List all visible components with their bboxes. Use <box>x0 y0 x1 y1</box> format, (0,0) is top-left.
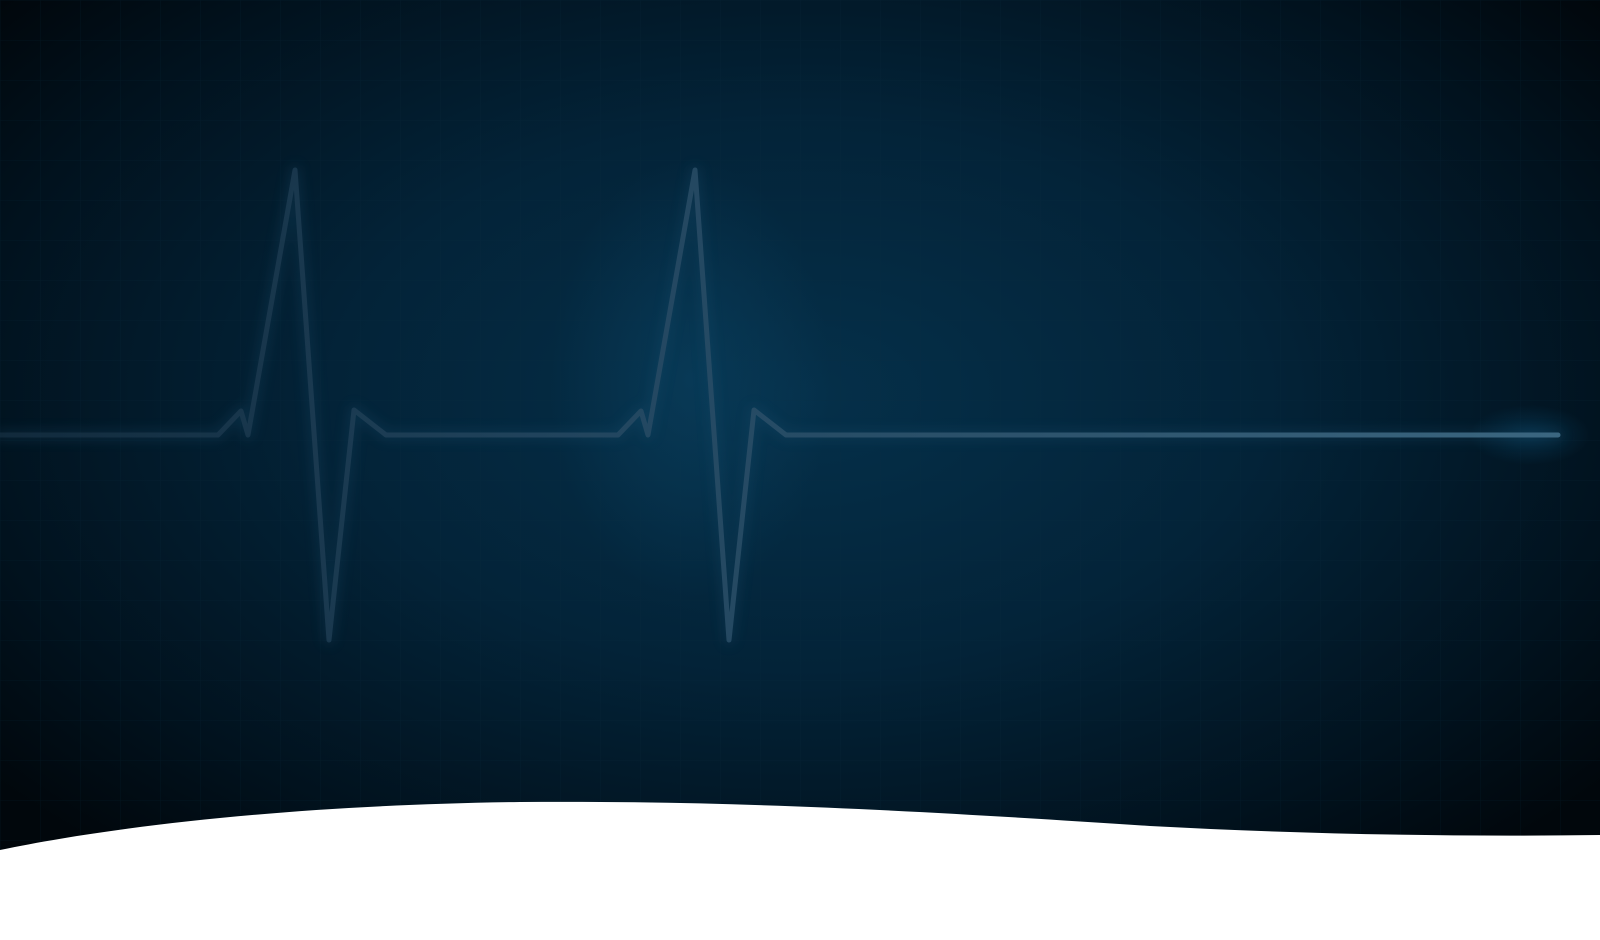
center-glow <box>550 160 830 600</box>
bottom-wave <box>0 801 1600 940</box>
ecg-trace <box>0 167 1561 643</box>
